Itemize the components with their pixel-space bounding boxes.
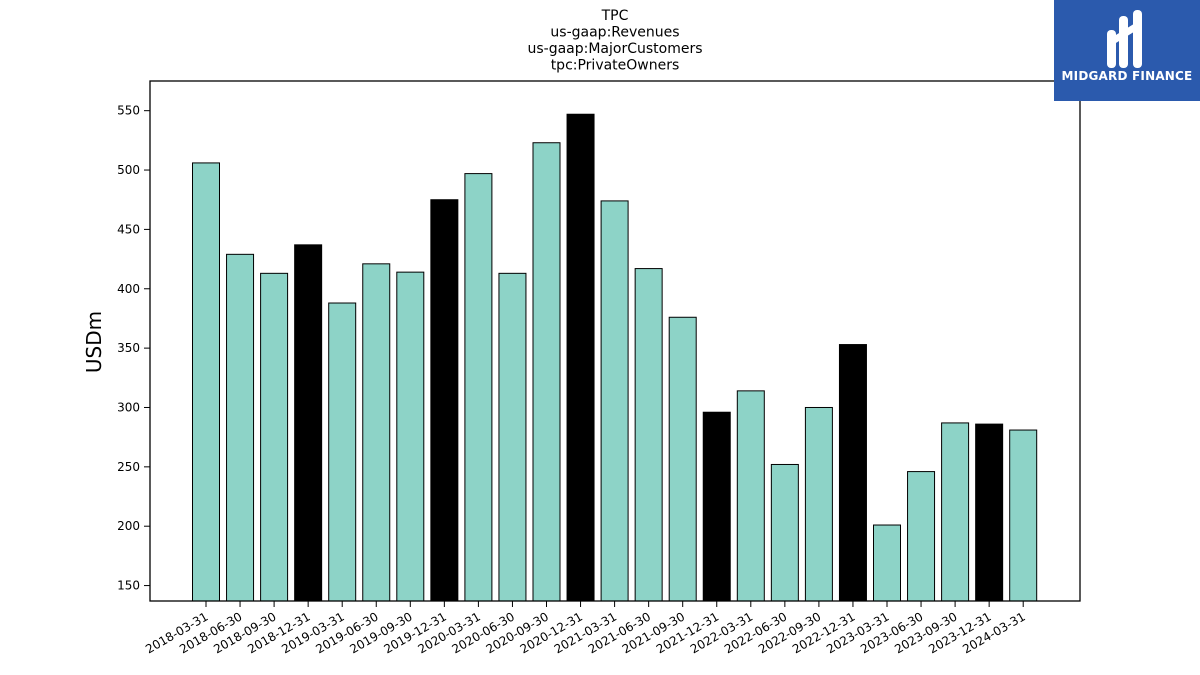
y-tick-label: 250 (117, 460, 140, 474)
bar (532, 142, 561, 602)
bar (396, 271, 425, 602)
y-axis: 150 200 250 300 350 400 450 500 550 (117, 104, 150, 593)
bar (975, 423, 1004, 602)
bar (430, 199, 459, 602)
bar (873, 524, 901, 602)
bar (260, 272, 289, 602)
chart-title-line: us-gaap:MajorCustomers (527, 41, 702, 57)
x-axis: 2018-03-312018-06-302018-09-302018-12-31… (143, 601, 1028, 656)
logo-text: MIDGARD FINANCE (1061, 69, 1193, 83)
chart-title: TPCus-gaap:Revenuesus-gaap:MajorCustomer… (527, 8, 702, 74)
midgard-logo-icon (1107, 10, 1142, 68)
bar (294, 244, 323, 602)
y-tick-label: 300 (117, 400, 140, 414)
bar (226, 253, 255, 602)
bar (668, 316, 697, 602)
chart-title-line: us-gaap:Revenues (550, 25, 679, 41)
bar (328, 302, 357, 602)
bar (566, 113, 595, 602)
y-tick-label: 550 (117, 104, 140, 118)
bar (736, 390, 765, 602)
y-tick-label: 500 (117, 163, 140, 177)
bar (362, 263, 391, 602)
bar (838, 344, 867, 602)
y-tick-label: 150 (117, 579, 140, 593)
bar (192, 162, 220, 602)
y-tick-label: 400 (117, 282, 140, 296)
bar (804, 406, 833, 602)
y-tick-label: 450 (117, 222, 140, 236)
bar (770, 463, 799, 602)
bar (1009, 429, 1038, 602)
y-tick-label: 350 (117, 341, 140, 355)
bar (600, 200, 629, 602)
bar-series (192, 113, 1038, 602)
bar (702, 411, 731, 602)
bar (464, 173, 493, 602)
y-tick-label: 200 (117, 519, 140, 533)
chart-title-line: tpc:PrivateOwners (551, 58, 680, 74)
bar (941, 422, 970, 602)
brand-logo: MIDGARD FINANCE (1054, 0, 1200, 101)
y-axis-label: USDm (82, 311, 106, 373)
bar (634, 268, 663, 602)
chart-title-line: TPC (601, 8, 629, 24)
bar (907, 471, 936, 602)
bar (498, 272, 527, 602)
